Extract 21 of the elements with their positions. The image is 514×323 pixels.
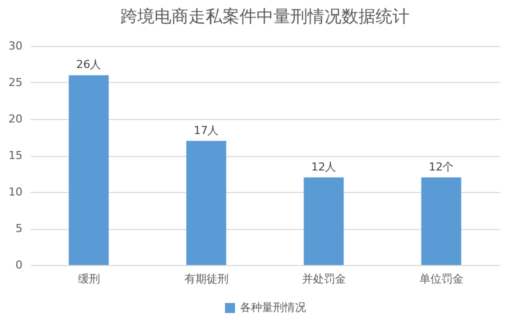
bar xyxy=(68,75,109,265)
data-label: 17人 xyxy=(194,124,219,137)
bar xyxy=(304,177,344,265)
bar xyxy=(186,140,226,265)
bar xyxy=(421,177,462,265)
y-tick-label: 30 xyxy=(8,40,22,52)
x-tick-label: 缓刑 xyxy=(78,272,100,286)
chart-title: 跨境电商走私案件中量刑情况数据统计 xyxy=(120,7,410,27)
data-label: 26人 xyxy=(76,58,102,72)
y-tick-label: 15 xyxy=(8,149,22,162)
x-tick-label: 单位罚金 xyxy=(419,272,464,286)
x-tick-label: 有期徒刑 xyxy=(184,272,228,286)
y-tick-label: 5 xyxy=(16,222,22,235)
y-tick-label: 10 xyxy=(8,186,22,198)
y-tick-label: 20 xyxy=(8,112,22,126)
legend-label: 各种量刑情况 xyxy=(240,301,306,314)
data-label: 12人 xyxy=(311,160,336,174)
data-label: 12个 xyxy=(428,160,454,174)
y-tick-label: 25 xyxy=(8,76,22,89)
y-tick-label: 0 xyxy=(16,258,22,272)
x-tick-label: 并处罚金 xyxy=(302,272,346,286)
